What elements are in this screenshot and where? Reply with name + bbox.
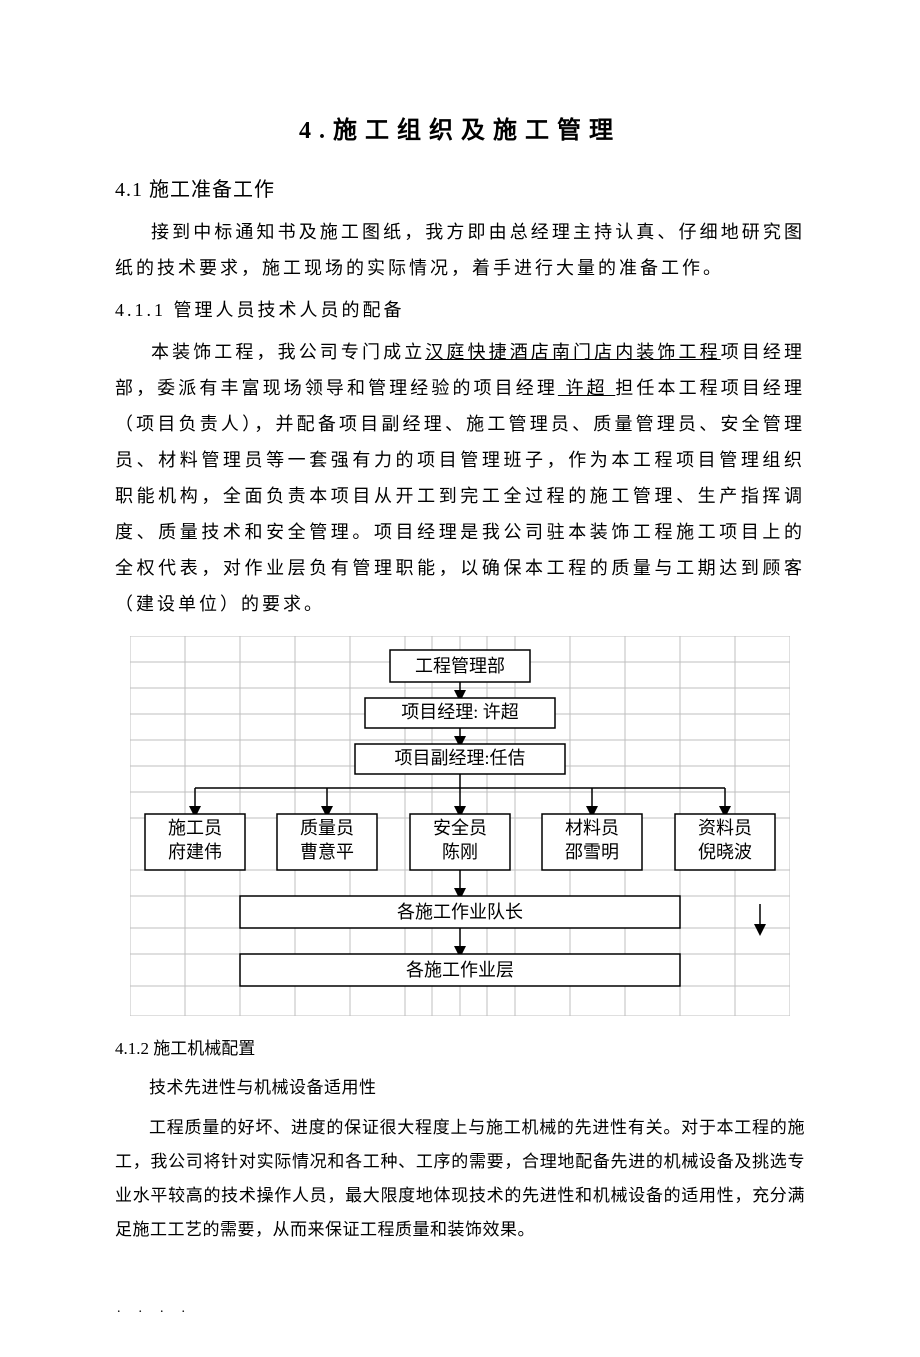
node-row-4-role: 资料员 bbox=[698, 818, 752, 838]
node-row-0: 施工员 府建伟 bbox=[145, 814, 245, 870]
node-row-2-name: 陈刚 bbox=[442, 842, 478, 862]
node-pm-label: 项目经理: 许超 bbox=[401, 702, 519, 722]
para2-part-c: 担任本工程项目经理（项目负责人），并配备项目副经理、施工管理员、质量管理员、安全… bbox=[115, 378, 805, 614]
footer-dots: .... bbox=[117, 1301, 805, 1317]
para2-part-a: 本装饰工程，我公司专门成立 bbox=[151, 342, 425, 362]
document-page: 4.施工组织及施工管理 4.1 施工准备工作 接到中标通知书及施工图纸，我方即由… bbox=[0, 0, 920, 1357]
org-chart: 工程管理部 项目经理: 许超 项目副经理:任佶 施工员 府建伟 bbox=[115, 636, 805, 1016]
node-top-label: 工程管理部 bbox=[415, 656, 505, 676]
node-row-3: 材料员 邵雪明 bbox=[542, 814, 642, 870]
subsection-4-1-1-heading: 4.1.1 管理人员技术人员的配备 bbox=[115, 296, 805, 322]
node-row-0-name: 府建伟 bbox=[168, 842, 222, 862]
node-row-3-role: 材料员 bbox=[565, 818, 619, 838]
node-team-label: 各施工作业层 bbox=[406, 960, 514, 980]
subsection-4-1-2-heading: 4.1.2 施工机械配置 bbox=[115, 1034, 805, 1059]
node-row-2: 安全员 陈刚 bbox=[410, 814, 510, 870]
node-dpm-label: 项目副经理:任佶 bbox=[394, 748, 525, 768]
node-row-4-name: 倪晓波 bbox=[698, 842, 752, 862]
node-row-1: 质量员 曹意平 bbox=[277, 814, 377, 870]
section-4-1-heading: 4.1 施工准备工作 bbox=[115, 173, 805, 202]
underline-manager-name: 许超 bbox=[558, 378, 615, 398]
node-row-1-role: 质量员 bbox=[300, 818, 354, 838]
node-row-1-name: 曹意平 bbox=[300, 842, 354, 862]
org-chart-svg: 工程管理部 项目经理: 许超 项目副经理:任佶 施工员 府建伟 bbox=[130, 636, 790, 1016]
node-team-lead-label: 各施工作业队长 bbox=[397, 902, 523, 922]
page-title: 4.施工组织及施工管理 bbox=[115, 110, 805, 145]
node-row-0-role: 施工员 bbox=[168, 818, 222, 838]
node-row-2-role: 安全员 bbox=[433, 818, 487, 838]
paragraph-staffing: 本装饰工程，我公司专门成立汉庭快捷酒店南门店内装饰工程项目经理部，委派有丰富现场… bbox=[115, 334, 805, 622]
paragraph-tech-subtitle: 技术先进性与机械设备适用性 bbox=[115, 1071, 805, 1105]
node-row-3-name: 邵雪明 bbox=[565, 842, 619, 862]
paragraph-intro: 接到中标通知书及施工图纸，我方即由总经理主持认真、仔细地研究图纸的技术要求，施工… bbox=[115, 214, 805, 286]
paragraph-machinery: 工程质量的好坏、进度的保证很大程度上与施工机械的先进性有关。对于本工程的施工，我… bbox=[115, 1111, 805, 1247]
underline-project-name: 汉庭快捷酒店南门店内装饰工程 bbox=[425, 342, 720, 362]
node-row-4: 资料员 倪晓波 bbox=[675, 814, 775, 870]
